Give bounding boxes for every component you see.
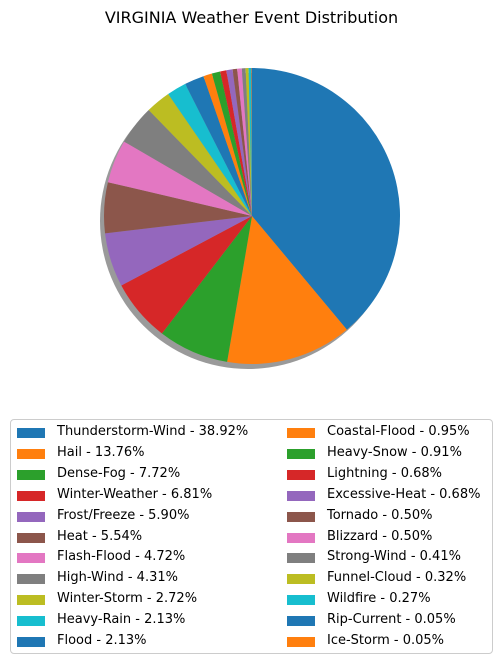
legend-swatch: [17, 469, 45, 480]
legend-label: Lightning - 0.68%: [327, 465, 443, 481]
legend-swatch: [287, 490, 315, 501]
legend-swatch: [287, 448, 315, 459]
legend-label: Winter-Storm - 2.72%: [57, 591, 198, 607]
pie-slice-9: [168, 83, 252, 217]
legend-swatch: [287, 469, 315, 480]
legend-label: Funnel-Cloud - 0.32%: [327, 570, 467, 586]
legend-swatch: [17, 574, 45, 585]
pie-slice-3: [121, 216, 252, 334]
legend-label: Blizzard - 0.50%: [327, 528, 433, 544]
legend-swatch: [17, 616, 45, 627]
pie-slice-11: [203, 73, 252, 216]
legend-swatch: [17, 637, 45, 647]
pie-slice-20: [251, 67, 252, 216]
legend-label: Flash-Flood - 4.72%: [57, 549, 186, 565]
legend-swatch: [287, 574, 315, 585]
pie-slice-0: [252, 68, 401, 330]
legend-swatch: [287, 511, 315, 522]
legend-label: Excessive-Heat - 0.68%: [327, 486, 481, 502]
legend-swatch: [287, 616, 315, 627]
legend-swatch: [287, 637, 315, 647]
pie-slice-1: [227, 216, 347, 365]
legend-swatch: [17, 490, 45, 501]
legend-label: Heavy-Rain - 2.13%: [57, 612, 186, 628]
legend-swatch: [287, 553, 315, 564]
pie-slice-15: [232, 68, 252, 216]
legend-label: Dense-Fog - 7.72%: [57, 465, 181, 481]
legend-label: Winter-Weather - 6.81%: [57, 486, 213, 502]
pie-slice-12: [211, 71, 252, 217]
legend-swatch: [17, 595, 45, 606]
pie-slice-8: [148, 94, 252, 216]
legend-label: Tornado - 0.50%: [327, 507, 433, 523]
legend-label: Heat - 5.54%: [57, 528, 143, 544]
pie-chart: [100, 67, 401, 369]
legend-label: Frost/Freeze - 5.90%: [57, 507, 190, 523]
pie-slice-10: [185, 76, 252, 216]
pie-slice-7: [124, 110, 252, 216]
pie-slice-18: [245, 68, 252, 216]
legend-swatch: [287, 595, 315, 606]
pie-slice-4: [105, 216, 252, 286]
legend-label: Hail - 13.76%: [57, 444, 145, 460]
legend-swatch: [17, 428, 45, 438]
legend-swatch: [287, 428, 315, 438]
legend-label: Flood - 2.13%: [57, 633, 147, 648]
legend-label: High-Wind - 4.31%: [57, 570, 178, 586]
pie-slice-14: [226, 69, 252, 216]
pie-slice-13: [220, 70, 252, 216]
pie-slice-19: [248, 68, 252, 216]
legend-swatch: [17, 511, 45, 522]
legend-swatch: [17, 448, 45, 459]
legend-swatch: [287, 532, 315, 543]
legend-label: Ice-Storm - 0.05%: [327, 633, 445, 648]
pie-slice-2: [161, 216, 252, 362]
legend-label: Strong-Wind - 0.41%: [327, 549, 461, 565]
pie-slice-5: [104, 182, 253, 234]
pie-slice-17: [241, 68, 252, 216]
legend-label: Rip-Current - 0.05%: [327, 612, 456, 628]
legend-label: Heavy-Snow - 0.91%: [327, 444, 462, 460]
legend-swatch: [17, 553, 45, 564]
chart-title: VIRGINIA Weather Event Distribution: [104, 8, 399, 27]
legend-label: Wildfire - 0.27%: [327, 591, 431, 607]
legend-label: Coastal-Flood - 0.95%: [327, 424, 470, 439]
legend-swatch: [17, 532, 45, 543]
legend: Thunderstorm-Wind - 38.92% Hail - 13.76% D…: [10, 419, 493, 654]
legend-label: Thunderstorm-Wind - 38.92%: [57, 424, 249, 439]
pie-slice-16: [237, 68, 252, 216]
pie-slice-6: [107, 141, 252, 216]
